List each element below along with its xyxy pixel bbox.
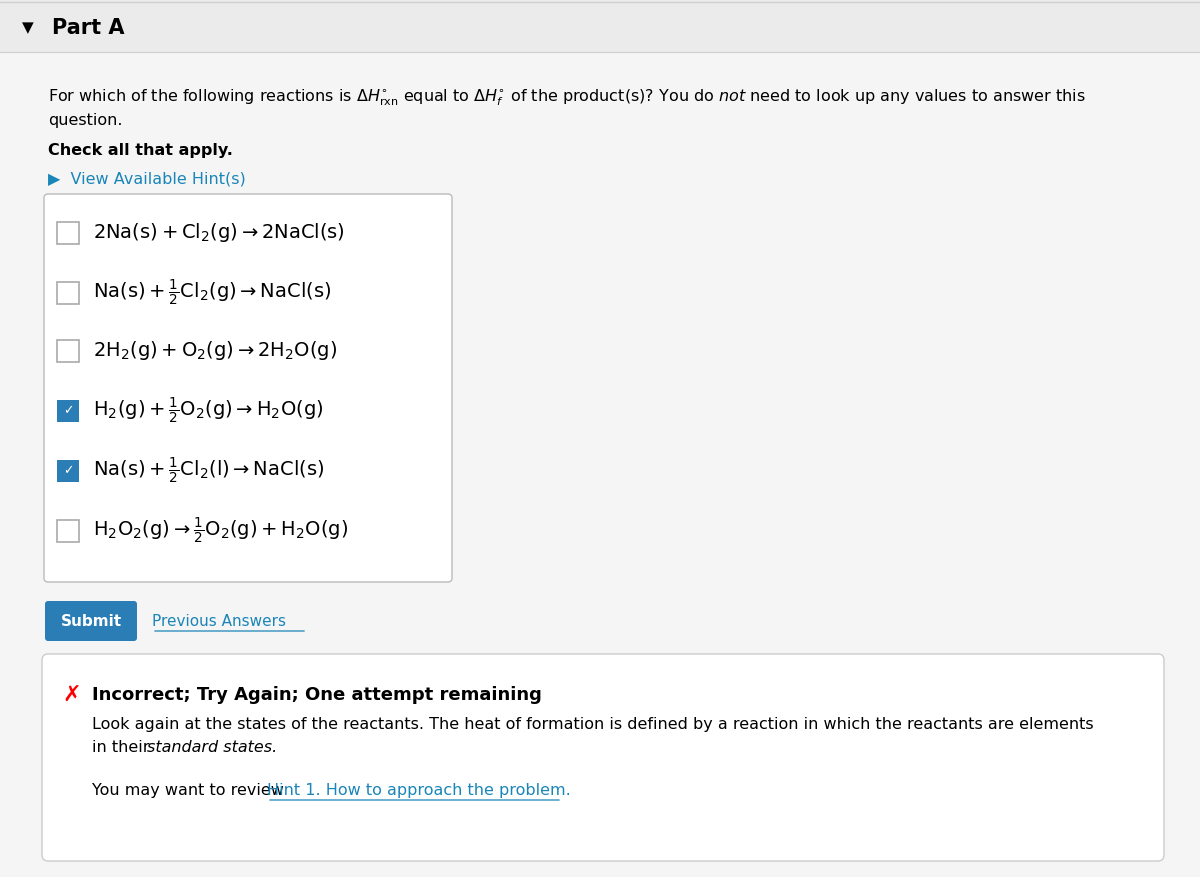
Text: ✓: ✓: [62, 465, 73, 477]
FancyBboxPatch shape: [58, 400, 79, 422]
Text: $\mathrm{Na(s)} + \frac{1}{2}\mathrm{Cl_2(g)}\rightarrow \mathrm{NaCl(s)}$: $\mathrm{Na(s)} + \frac{1}{2}\mathrm{Cl_…: [94, 278, 331, 308]
FancyBboxPatch shape: [58, 282, 79, 304]
Text: ✓: ✓: [62, 404, 73, 417]
FancyBboxPatch shape: [58, 520, 79, 542]
Text: $\mathrm{H_2(g)} + \frac{1}{2}\mathrm{O_2(g)}\rightarrow \mathrm{H_2O(g)}$: $\mathrm{H_2(g)} + \frac{1}{2}\mathrm{O_…: [94, 396, 324, 426]
Text: Hint 1. How to approach the problem.: Hint 1. How to approach the problem.: [266, 782, 571, 797]
Text: ▶  View Available Hint(s): ▶ View Available Hint(s): [48, 172, 246, 187]
Text: ✗: ✗: [62, 685, 82, 705]
FancyBboxPatch shape: [58, 340, 79, 362]
Text: Check all that apply.: Check all that apply.: [48, 143, 233, 158]
Text: $\mathrm{Na(s)} + \frac{1}{2}\mathrm{Cl_2(l)}\rightarrow \mathrm{NaCl(s)}$: $\mathrm{Na(s)} + \frac{1}{2}\mathrm{Cl_…: [94, 456, 324, 486]
Text: $2\mathrm{Na(s)} + \mathrm{Cl_2(g)}\rightarrow 2\mathrm{NaCl(s)}$: $2\mathrm{Na(s)} + \mathrm{Cl_2(g)}\righ…: [94, 222, 344, 245]
Text: ▼: ▼: [22, 20, 34, 35]
Bar: [0, 0, 1200, 52]
FancyBboxPatch shape: [58, 460, 79, 482]
Text: Incorrect; Try Again; One attempt remaining: Incorrect; Try Again; One attempt remain…: [92, 686, 542, 704]
FancyBboxPatch shape: [58, 222, 79, 244]
Text: Part A: Part A: [52, 18, 125, 38]
Text: Look again at the states of the reactants. The heat of formation is defined by a: Look again at the states of the reactant…: [92, 717, 1093, 732]
FancyBboxPatch shape: [42, 654, 1164, 861]
Text: For which of the following reactions is $\Delta H^{\circ}_{\mathrm{rxn}}$ equal : For which of the following reactions is …: [48, 88, 1086, 109]
Text: You may want to review: You may want to review: [92, 782, 289, 797]
Text: in their: in their: [92, 740, 155, 755]
Text: standard states.: standard states.: [148, 740, 277, 755]
FancyBboxPatch shape: [46, 601, 137, 641]
Text: $\mathrm{H_2O_2(g)}\rightarrow \frac{1}{2}\mathrm{O_2(g)} + \mathrm{H_2O(g)}$: $\mathrm{H_2O_2(g)}\rightarrow \frac{1}{…: [94, 516, 348, 546]
Text: $2\mathrm{H_2(g)} + \mathrm{O_2(g)}\rightarrow 2\mathrm{H_2O(g)}$: $2\mathrm{H_2(g)} + \mathrm{O_2(g)}\righ…: [94, 339, 337, 362]
Text: Previous Answers: Previous Answers: [152, 614, 286, 629]
Text: Submit: Submit: [60, 614, 121, 629]
Text: question.: question.: [48, 113, 122, 128]
FancyBboxPatch shape: [44, 194, 452, 582]
